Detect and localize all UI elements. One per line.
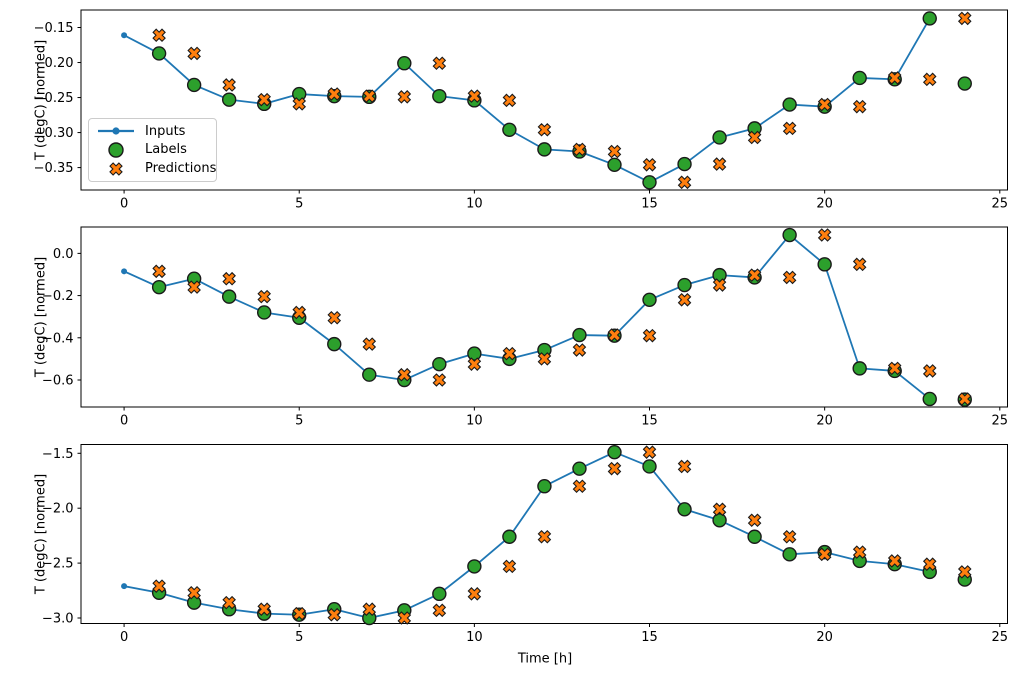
x-axis-ticks: 0 5 10 15 20 25 <box>120 190 1008 212</box>
legend-item-inputs: Inputs <box>96 122 210 140</box>
x-tick-label: 15 <box>641 414 658 429</box>
predictions-markers <box>152 11 972 190</box>
y-tick-label: −2.0 <box>42 502 74 517</box>
x-tick-label: 15 <box>641 197 658 212</box>
plot-frame <box>80 9 1008 191</box>
y-axis-ticks: −0.15 −0.20 −0.25 −0.30 −0.35 <box>34 21 81 176</box>
inputs-line <box>121 449 933 622</box>
x-axis-ticks: 0 5 10 15 20 25 <box>120 623 1009 645</box>
y-axis-label-subplot-2: T (degC) [normed] <box>33 256 49 378</box>
x-axis-label: Time [h] <box>517 651 573 667</box>
x-tick-label: 10 <box>466 197 483 212</box>
x-tick-label: 10 <box>466 630 483 645</box>
legend-label: Inputs <box>145 123 186 139</box>
plot-frame <box>80 226 1008 408</box>
x-tick-label: 5 <box>295 197 303 212</box>
predictions-markers <box>152 228 972 406</box>
subplot-1: 0 5 10 15 20 25 −0.15 −0.20 −0.25 −0.30 −0.35 <box>34 9 1008 212</box>
predictions-x-icon <box>96 160 136 178</box>
x-tick-label: 20 <box>816 197 833 212</box>
x-tick-label: 0 <box>120 630 128 645</box>
y-axis-label-subplot-1: T (degC) [normed] <box>33 39 49 161</box>
x-tick-label: 0 <box>120 197 128 212</box>
y-tick-label: −0.6 <box>42 373 74 388</box>
x-tick-label: 10 <box>466 414 483 429</box>
predictions-markers <box>152 445 972 625</box>
y-tick-label: −3.0 <box>42 612 74 627</box>
y-tick-label: −1.5 <box>42 447 74 462</box>
y-tick-label: −0.25 <box>34 91 74 106</box>
x-tick-label: 25 <box>992 414 1009 429</box>
y-tick-label: −2.5 <box>42 557 74 572</box>
x-tick-label: 15 <box>641 630 658 645</box>
x-tick-label: 25 <box>992 197 1009 212</box>
labels-circle-icon <box>96 141 136 159</box>
inputs-line <box>121 232 933 402</box>
y-tick-label: −0.35 <box>34 161 74 176</box>
x-tick-label: 0 <box>120 414 128 429</box>
y-tick-label: −0.15 <box>34 21 74 36</box>
inputs-line <box>121 15 933 186</box>
x-tick-label: 20 <box>816 414 833 429</box>
legend-item-labels: Labels <box>96 141 210 159</box>
y-axis-ticks: 0.0 −0.2 −0.4 −0.6 <box>42 247 81 388</box>
labels-markers <box>151 444 972 626</box>
x-tick-label: 5 <box>295 414 303 429</box>
inputs-line-icon <box>96 122 136 140</box>
y-axis-label-subplot-3: T (degC) [normed] <box>33 473 49 595</box>
legend-label: Labels <box>145 142 187 158</box>
y-tick-label: −0.2 <box>42 289 74 304</box>
y-tick-label: −0.30 <box>34 126 74 141</box>
plot-frame <box>80 444 1008 624</box>
y-tick-label: −0.20 <box>34 56 74 71</box>
x-tick-label: 25 <box>992 630 1009 645</box>
y-tick-label: 0.0 <box>53 247 74 262</box>
y-axis-ticks: −1.5 −2.0 −2.5 −3.0 <box>42 447 81 627</box>
y-tick-label: −0.4 <box>42 331 74 346</box>
subplot-3: 0 5 10 15 20 25 −1.5 −2.0 −2.5 −3.0 <box>42 444 1009 645</box>
subplot-2: 0 5 10 15 20 25 0.0 −0.2 −0.4 −0.6 <box>42 226 1008 429</box>
legend-item-predictions: Predictions <box>96 160 216 178</box>
labels-markers <box>151 227 972 407</box>
x-tick-label: 5 <box>295 630 303 645</box>
legend: Inputs Labels Predictions <box>88 118 217 182</box>
x-axis-ticks: 0 5 10 15 20 25 <box>120 407 1008 429</box>
legend-label: Predictions <box>145 161 217 177</box>
x-tick-label: 20 <box>816 630 833 645</box>
